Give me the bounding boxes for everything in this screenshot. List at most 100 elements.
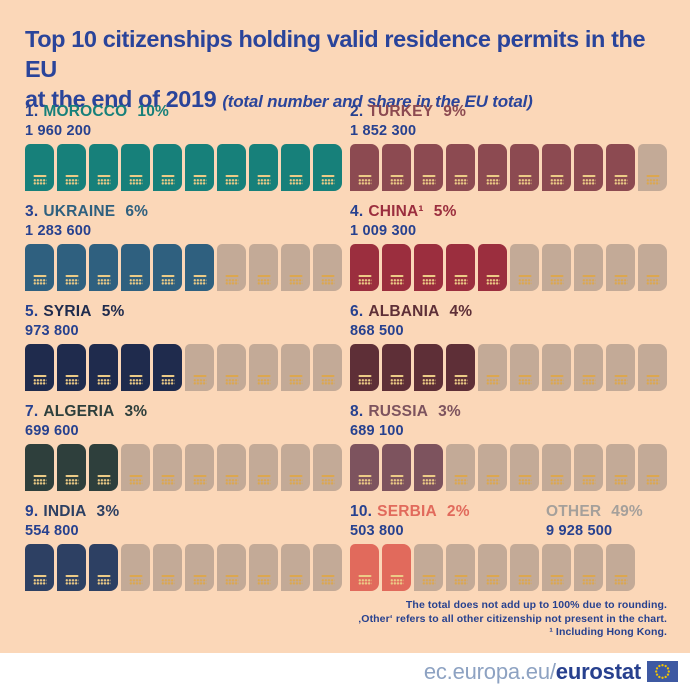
passport-icon (217, 544, 246, 591)
country-share: 10% (137, 103, 170, 120)
passport-icon (153, 244, 182, 291)
passport-icon (382, 344, 411, 391)
passport-emblem-icon (129, 275, 142, 285)
passport-emblem-icon (358, 275, 371, 285)
passport-emblem-icon (422, 175, 435, 185)
passport-icon (185, 144, 214, 191)
passport-emblem-icon (193, 275, 206, 285)
passport-icon (217, 344, 246, 391)
passport-icon (350, 444, 379, 491)
passport-emblem-icon (550, 175, 563, 185)
passport-icon (281, 144, 310, 191)
title-line2: at the end of 2019 (total number and shar… (25, 86, 533, 112)
passport-icon (121, 344, 150, 391)
passport-icon (414, 144, 443, 191)
passport-emblem-icon (518, 175, 531, 185)
passport-icon (89, 544, 118, 591)
passport-emblem-icon (518, 275, 531, 285)
passport-emblem-icon (582, 475, 595, 485)
passport-emblem-icon (129, 575, 142, 585)
country-label: 9. INDIA 3% (25, 503, 342, 521)
country-share: 6% (125, 203, 149, 220)
passport-emblem-icon (422, 575, 435, 585)
passport-emblem-icon (33, 175, 46, 185)
passport-icon (153, 544, 182, 591)
country-share: 9% (443, 103, 467, 120)
passport-icon (382, 544, 411, 591)
passport-icon (574, 144, 603, 191)
passport-emblem-icon (390, 175, 403, 185)
country-rank: 9. (25, 503, 39, 520)
country-total: 554 800 (25, 523, 79, 539)
passport-icon (382, 444, 411, 491)
passport-emblem-icon (225, 475, 238, 485)
country-block-syria: 5. SYRIA 5% 973 800 (25, 303, 342, 391)
passport-icon (574, 344, 603, 391)
passport-emblem-icon (518, 475, 531, 485)
country-label: 6. ALBANIA 4% (350, 303, 667, 321)
country-name: SERBIA (377, 503, 437, 520)
passport-icon (313, 244, 342, 291)
passport-icon (25, 444, 54, 491)
passport-emblem-icon (486, 175, 499, 185)
passport-icon (542, 544, 571, 591)
passport-emblem-icon (257, 275, 270, 285)
country-name: ALGERIA (43, 403, 115, 420)
passport-icon (606, 344, 635, 391)
country-label: 8. RUSSIA 3% (350, 403, 667, 421)
passport-emblem-icon (358, 175, 371, 185)
footer-url-eurostat: eurostat (555, 658, 641, 684)
passport-icon (478, 244, 507, 291)
passport-icon (121, 544, 150, 591)
passport-icon (446, 444, 475, 491)
passport-icon (121, 244, 150, 291)
passport-emblem-icon (225, 175, 238, 185)
passport-icon (446, 144, 475, 191)
passport-emblem-icon (550, 475, 563, 485)
passport-emblem-icon (289, 375, 302, 385)
passport-emblem-icon (646, 375, 659, 385)
passport-icon (350, 144, 379, 191)
country-name: UKRAINE (43, 203, 116, 220)
passport-emblem-icon (614, 375, 627, 385)
passport-emblem-icon (550, 275, 563, 285)
passport-icon (446, 244, 475, 291)
passport-emblem-icon (454, 575, 467, 585)
passport-icon (281, 344, 310, 391)
passport-icon (414, 344, 443, 391)
passport-icon (574, 444, 603, 491)
country-name: TURKEY (368, 103, 434, 120)
passport-emblem-icon (97, 375, 110, 385)
passport-icon (510, 144, 539, 191)
passport-emblem-icon (257, 175, 270, 185)
passport-icon (249, 144, 278, 191)
passport-emblem-icon (518, 575, 531, 585)
footnote-hong-kong: ¹ Including Hong Kong. (549, 626, 667, 638)
other-block: OTHER 49% 9 928 500 (546, 503, 643, 539)
title-line1: Top 10 citizenships holding valid reside… (25, 26, 646, 82)
country-total: 689 100 (350, 423, 404, 439)
country-total: 1 009 300 (350, 223, 417, 239)
passport-icon (249, 444, 278, 491)
country-share: 5% (433, 203, 457, 220)
passport-icon (121, 444, 150, 491)
eu-flag-icon (647, 661, 678, 682)
passport-row (350, 144, 667, 191)
passport-emblem-icon (289, 175, 302, 185)
country-name: RUSSIA (368, 403, 429, 420)
country-name: SYRIA (43, 303, 92, 320)
passport-emblem-icon (33, 475, 46, 485)
passport-emblem-icon (390, 275, 403, 285)
country-rank: 7. (25, 403, 39, 420)
passport-emblem-icon (97, 175, 110, 185)
other-share: 49% (611, 503, 643, 520)
passport-emblem-icon (321, 475, 334, 485)
country-label: 10. SERBIA 2% (350, 503, 635, 521)
page-title: Top 10 citizenships holding valid reside… (25, 24, 673, 117)
passport-emblem-icon (614, 275, 627, 285)
passport-emblem-icon (422, 275, 435, 285)
passport-icon (542, 344, 571, 391)
passport-emblem-icon (582, 275, 595, 285)
passport-row (25, 244, 342, 291)
passport-emblem-icon (225, 375, 238, 385)
